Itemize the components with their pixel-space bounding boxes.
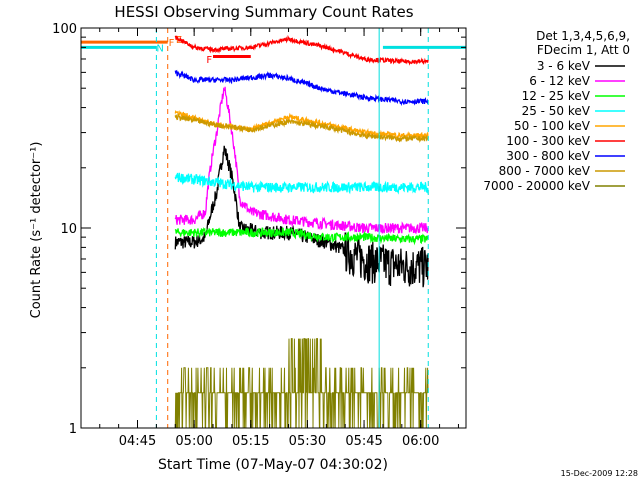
legend: Det 1,3,4,5,6,9,FDecim 1, Att 0 3 - 6 keV… (483, 29, 630, 193)
x-tick-label: 05:45 (345, 434, 382, 449)
footer-date: 15-Dec-2009 12:28 (561, 469, 638, 478)
legend-label: 3 - 6 keV (537, 59, 591, 73)
series-line-2 (174, 226, 429, 246)
legend-header: Det 1,3,4,5,6,9, (536, 29, 630, 43)
annotation-label: N (156, 43, 163, 54)
legend-label: 12 - 25 keV (522, 89, 591, 103)
legend-label: 6 - 12 keV (529, 74, 591, 88)
x-axis-label: Start Time (07-May-07 04:30:02) (158, 457, 388, 473)
series-line-3 (174, 172, 429, 195)
legend-label: 300 - 800 keV (506, 149, 590, 163)
y-tick-label: 1 (69, 422, 77, 437)
legend-label: 100 - 300 keV (506, 134, 590, 148)
legend-label: 50 - 100 keV (514, 119, 591, 133)
series-line-1 (174, 86, 429, 235)
series-line-7 (174, 113, 429, 143)
x-tick-label: 05:30 (289, 434, 326, 449)
x-tick-label: 04:45 (119, 434, 156, 449)
legend-label: 7000 - 20000 keV (483, 179, 590, 193)
series-line-5 (174, 34, 429, 66)
x-tick-label: 05:00 (175, 434, 212, 449)
series-layer (174, 34, 429, 429)
x-tick-label: 05:15 (232, 434, 269, 449)
y-tick-label: 10 (60, 222, 77, 237)
y-tick-label: 100 (52, 22, 77, 37)
guide-lines-layer (155, 28, 429, 428)
x-tick-label: 06:00 (402, 434, 439, 449)
y-axis-label: Count Rate (s⁻¹ detector⁻¹) (29, 142, 44, 319)
legend-header: FDecim 1, Att 0 (537, 43, 630, 57)
legend-label: 25 - 50 keV (522, 104, 591, 118)
series-line-0 (174, 145, 429, 288)
chart-title: HESSI Observing Summary Count Rates (114, 3, 413, 21)
night-indicator-layer: N F EF (81, 35, 466, 66)
annotation-label: F (169, 38, 175, 49)
legend-label: 800 - 7000 keV (499, 164, 591, 178)
annotation-label: F (206, 55, 212, 66)
axes-layer: 04:45 05:00 05:15 05:30 05:45 06:00 1 10 100 (52, 22, 466, 449)
series-line-6 (174, 69, 429, 107)
